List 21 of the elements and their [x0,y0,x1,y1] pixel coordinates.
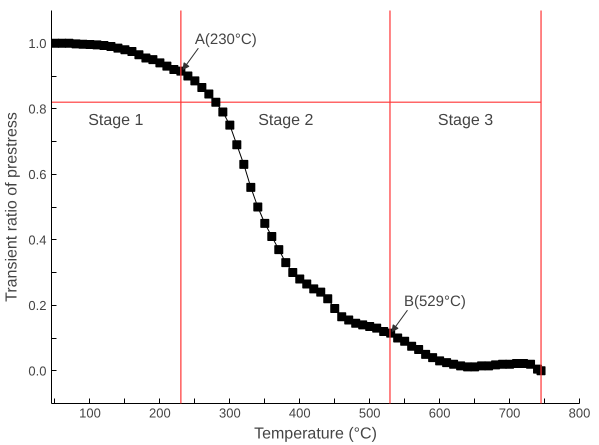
x-tick-label: 300 [218,406,241,420]
annotation: Stage 3 [438,112,494,130]
x-tick-label: 600 [428,406,450,420]
x-axis-title: Temperature (°C) [254,426,377,442]
y-tick-label: 0.0 [28,363,47,378]
x-tick-label: 800 [568,406,590,420]
x-tick-label: 700 [498,406,520,420]
annotation: Stage 1 [88,112,144,130]
x-tick-label: 200 [149,406,171,420]
annotation: B(529°C) [404,293,466,310]
y-tick-label: 0.2 [28,298,47,313]
y-tick-label: 0.8 [28,101,47,116]
y-tick-label: 1.0 [28,36,47,51]
y-tick-label: 0.6 [28,166,47,182]
x-tick-label: 500 [358,406,381,420]
y-axis-title: Transient ratio of prestress [3,112,20,302]
x-tick-label: 100 [79,406,101,420]
annotation: Stage 2 [258,112,314,130]
annotation: A(230°C) [194,31,257,48]
x-tick-label: 400 [288,406,311,420]
y-tick-label: 0.4 [28,232,47,248]
